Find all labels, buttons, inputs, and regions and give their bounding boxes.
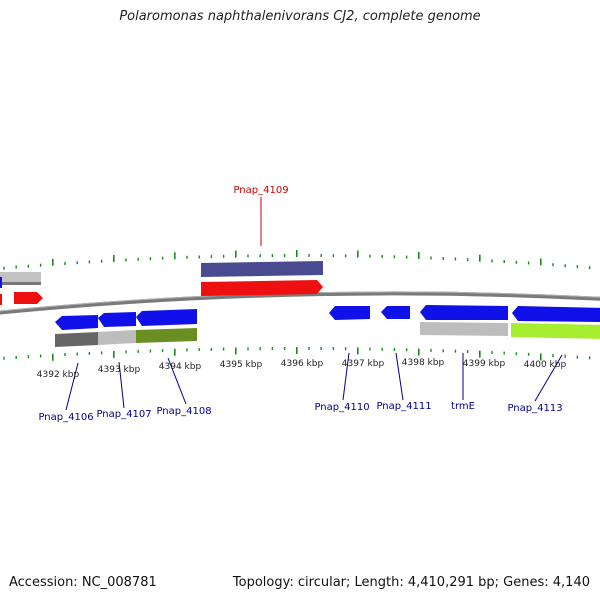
gene-feature[interactable] [136,328,197,343]
tick-label: 4395 kbp [220,360,263,370]
tick-label: 4394 kbp [159,362,202,372]
gene-feature[interactable] [0,272,41,284]
coordinate-labels: 4392 kbp 4393 kbp 4394 kbp 4395 kbp 4396… [37,358,567,380]
map-title: Polaromonas naphthalenivorans CJ2, compl… [119,9,481,24]
reverse-strand-features [55,305,600,347]
gene-feature-trme[interactable] [420,305,508,320]
gene-label-pnap-4110[interactable]: Pnap_4110 [314,402,369,413]
gene-label-pnap-4106[interactable]: Pnap_4106 [38,412,93,423]
tick-label: 4392 kbp [37,370,80,380]
gene-feature-pnap-4110[interactable] [329,306,370,320]
gene-feature-pnap-4111[interactable] [381,306,410,319]
gene-feature[interactable] [0,294,2,305]
tick-label: 4396 kbp [281,359,324,369]
gene-feature[interactable] [98,330,136,345]
gene-labels: Pnap_4106 Pnap_4107 Pnap_4108 Pnap_4109 … [38,185,562,423]
gene-feature-pnap-4109-cds[interactable] [201,280,323,296]
tick-label: 4393 kbp [98,365,141,375]
gene-feature[interactable] [14,292,43,304]
gene-feature-pnap-4107[interactable] [98,312,136,327]
gene-feature[interactable] [511,323,600,339]
accession-text: Accession: NC_008781 [9,575,157,590]
gene-feature[interactable] [0,277,2,288]
gene-label-pnap-4109[interactable]: Pnap_4109 [233,185,288,196]
gene-feature[interactable] [55,332,98,347]
gene-feature-pnap-4113[interactable] [512,306,600,322]
gene-feature-pnap-4106[interactable] [55,315,98,330]
forward-strand-features [0,261,323,305]
gene-label-pnap-4107[interactable]: Pnap_4107 [96,409,151,420]
label-leader-lines [65,197,563,411]
genome-backbone [0,291,600,315]
inner-tick-row [3,347,591,361]
tick-label: 4399 kbp [463,359,506,369]
genome-info-text: Topology: circular; Length: 4,410,291 bp… [232,575,590,590]
gene-label-pnap-4108[interactable]: Pnap_4108 [156,406,211,417]
gene-feature-pnap-4108[interactable] [136,309,197,326]
gene-label-trme[interactable]: trmE [451,401,475,412]
tick-label: 4397 kbp [342,359,385,369]
tick-label: 4398 kbp [402,358,445,368]
tick-label: 4400 kbp [524,360,567,370]
gene-label-pnap-4111[interactable]: Pnap_4111 [376,401,431,412]
gene-feature-shadow [0,282,41,285]
gene-feature-pnap-4109[interactable] [201,261,323,277]
outer-tick-row [3,250,591,270]
gene-feature[interactable] [420,322,508,336]
gene-label-pnap-4113[interactable]: Pnap_4113 [507,403,562,414]
